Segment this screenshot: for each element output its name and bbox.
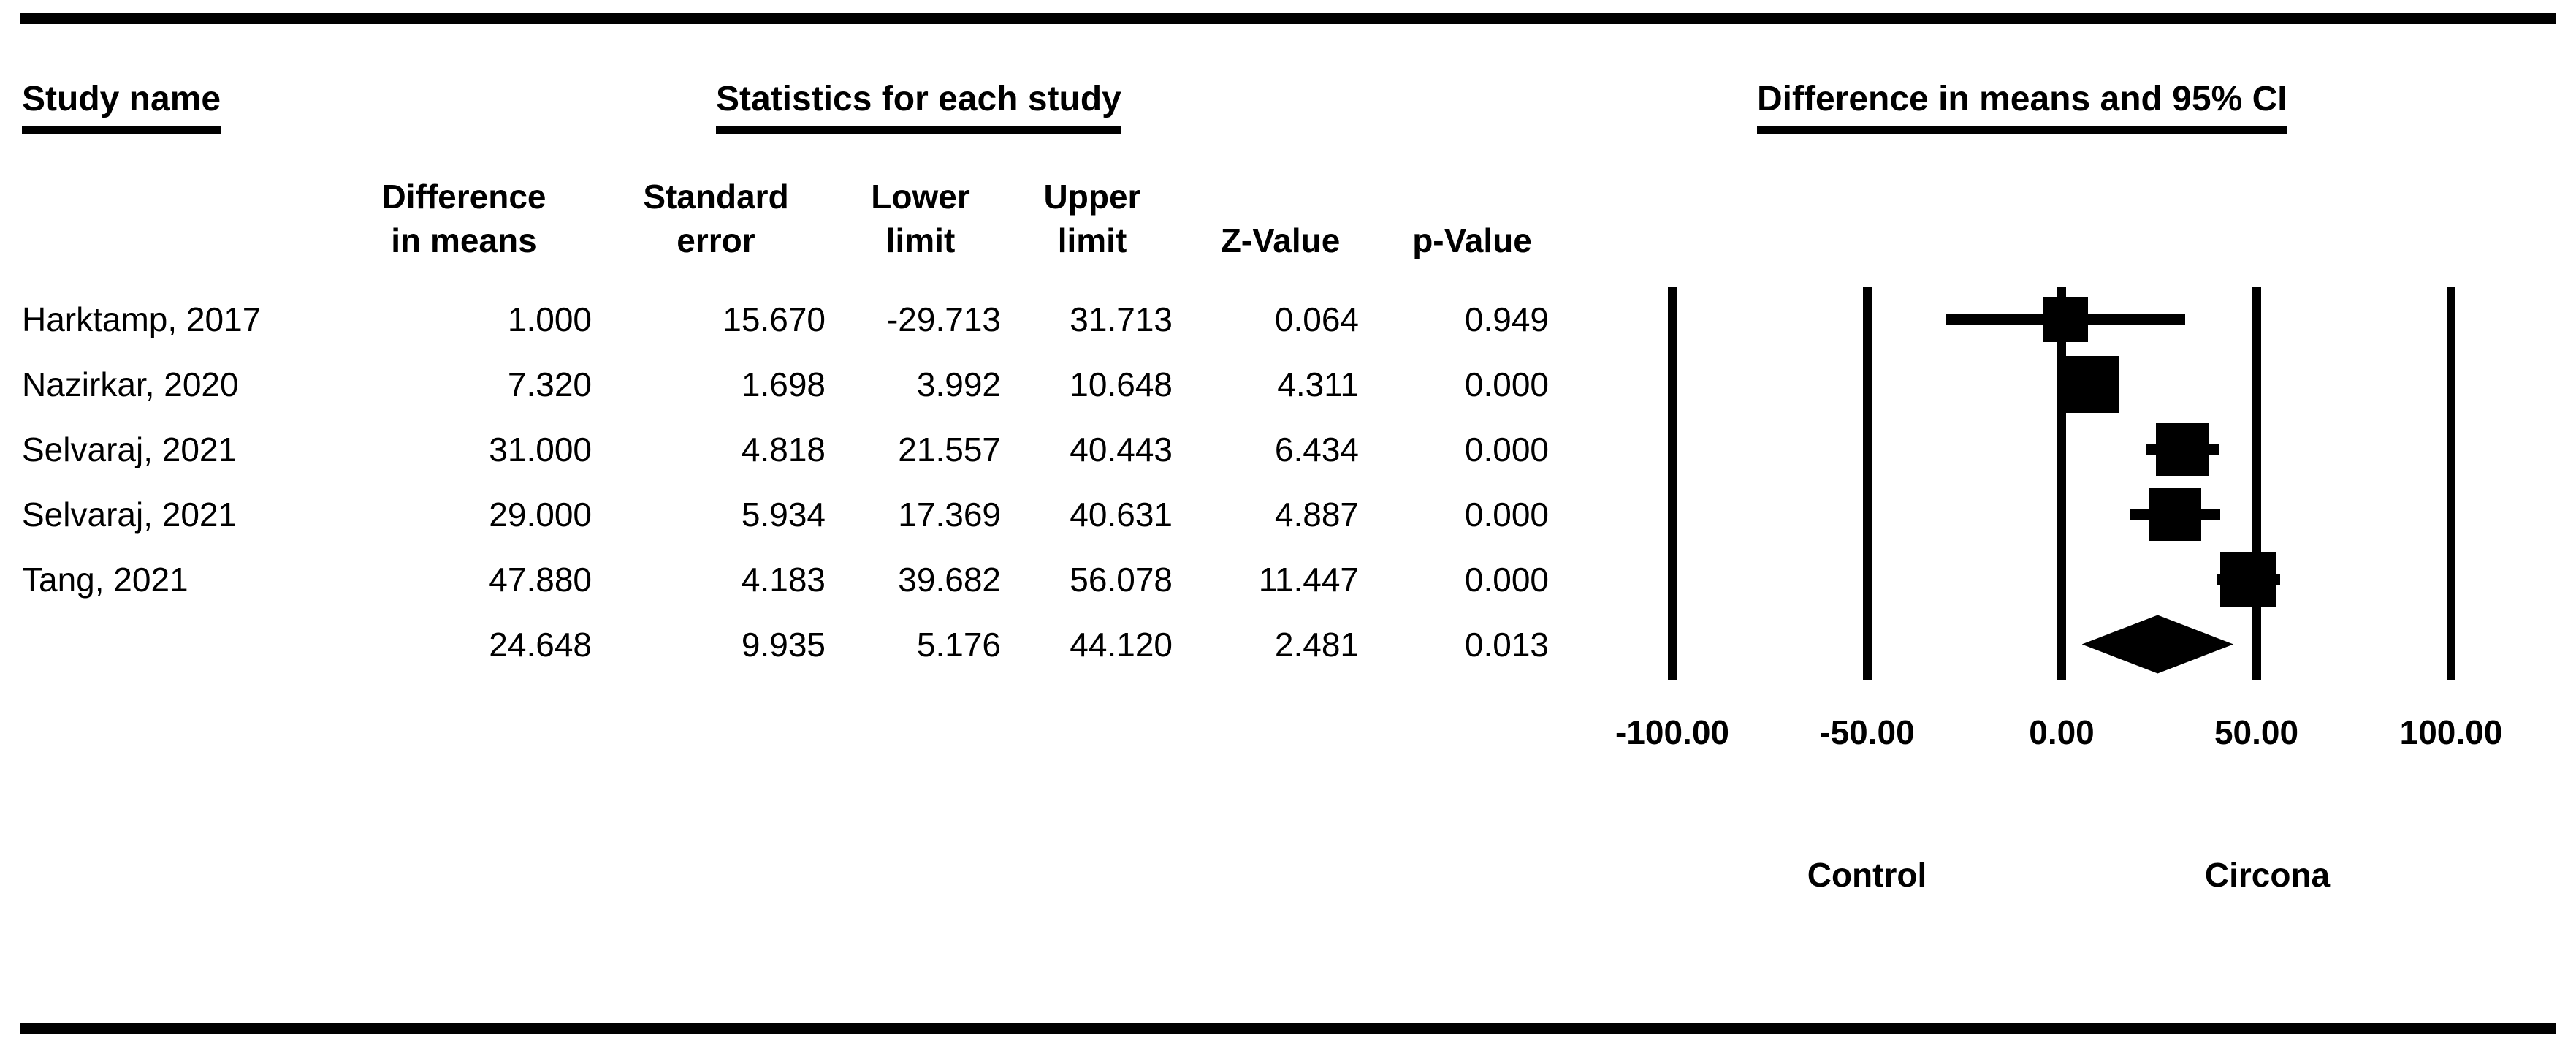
stat-value-cell: 47.880 <box>489 560 592 599</box>
column-header-lower-limit: Lower limit <box>840 165 1001 263</box>
stat-value-cell: 17.369 <box>898 495 1001 534</box>
stat-value-cell: 31.000 <box>489 430 592 468</box>
axis-gridline <box>2057 287 2066 680</box>
study-name-cell: Selvaraj, 2021 <box>22 430 237 468</box>
stat-value-cell: 0.064 <box>1274 300 1359 338</box>
column-header-difference-in-means: Difference in means <box>336 165 592 263</box>
stat-value-cell: 1.000 <box>507 300 592 338</box>
column-header-line: Upper <box>1043 178 1141 216</box>
table-row: Tang, 2021 47.880 4.183 39.682 56.078 11.447 0… <box>0 547 1607 612</box>
effect-size-square <box>2062 355 2119 413</box>
stat-value-cell: 5.934 <box>741 495 826 534</box>
stat-value-cell: 5.176 <box>916 625 1001 664</box>
stat-value-cell: 1.698 <box>741 365 826 403</box>
stat-value-cell: 40.631 <box>1070 495 1173 534</box>
statistics-group-header: Statistics for each study <box>716 80 1121 134</box>
stat-value-cell: 40.443 <box>1070 430 1173 468</box>
stat-value-cell: 0.000 <box>1464 560 1549 599</box>
effect-size-square <box>2043 296 2089 342</box>
stat-value-cell: 39.682 <box>898 560 1001 599</box>
table-row: Selvaraj, 2021 31.000 4.818 21.557 40.443 6.4… <box>0 417 1607 482</box>
effect-size-square <box>2156 422 2209 476</box>
table-row: Nazirkar, 2020 7.320 1.698 3.992 10.648 4.311… <box>0 352 1607 417</box>
axis-tick-label: -50.00 <box>1819 713 1915 751</box>
column-header-line: Standard <box>643 178 789 216</box>
stat-value-cell: 21.557 <box>898 430 1001 468</box>
stat-value-cell: 29.000 <box>489 495 592 534</box>
stat-value-cell: 56.078 <box>1070 560 1173 599</box>
study-name-cell <box>22 612 343 677</box>
column-header-line: Difference <box>381 178 546 216</box>
study-name-cell: Harktamp, 2017 <box>22 300 262 338</box>
column-header-line: in means <box>391 221 537 260</box>
stat-value-cell: 10.648 <box>1070 365 1173 403</box>
table-row: Harktamp, 2017 1.000 15.670 -29.713 31.713 0.… <box>0 287 1607 352</box>
stat-value-cell: 0.000 <box>1464 430 1549 468</box>
axis-gridline <box>2252 287 2261 680</box>
stat-value-cell: 4.887 <box>1274 495 1359 534</box>
bottom-rule <box>20 1023 2556 1034</box>
table-row: Selvaraj, 2021 29.000 5.934 17.369 40.631 4.8… <box>0 482 1607 547</box>
summary-row: 24.648 9.935 5.176 44.120 2.481 0.013 <box>0 612 1607 677</box>
axis-gridline <box>1862 287 1872 680</box>
stat-value-cell: 6.434 <box>1274 430 1359 468</box>
study-name-column-header: Study name <box>22 80 221 134</box>
stat-value-cell: 0.949 <box>1464 300 1549 338</box>
stat-value-cell: 31.713 <box>1070 300 1173 338</box>
column-header-line: Lower <box>871 178 970 216</box>
effect-size-square <box>2220 551 2276 607</box>
plot-group-header: Difference in means and 95% CI <box>1757 80 2287 134</box>
effect-size-square <box>2148 487 2201 541</box>
column-header-line: error <box>677 221 755 260</box>
study-name-cell: Selvaraj, 2021 <box>22 495 237 534</box>
stat-value-cell: 44.120 <box>1070 625 1173 664</box>
axis-tick-label: -100.00 <box>1615 713 1729 751</box>
column-header-line: p-Value <box>1412 221 1532 260</box>
study-name-cell: Tang, 2021 <box>22 560 188 599</box>
stat-value-cell: -29.713 <box>886 300 1001 338</box>
right-group-label: Circona <box>2204 856 2331 894</box>
axis-tick-label: 50.00 <box>2214 713 2299 751</box>
column-header-upper-limit: Upper limit <box>1012 165 1173 263</box>
column-header-standard-error: Standard error <box>606 165 826 263</box>
column-header-line: Z-Value <box>1220 221 1341 260</box>
axis-tick-label: 0.00 <box>2029 713 2095 751</box>
stat-value-cell: 7.320 <box>507 365 592 403</box>
stat-value-cell: 0.013 <box>1464 625 1549 664</box>
stat-value-cell: 4.818 <box>741 430 826 468</box>
axis-tick-label: 100.00 <box>2399 713 2503 751</box>
axis-gridline <box>2447 287 2455 680</box>
stat-value-cell: 0.000 <box>1464 365 1549 403</box>
stat-value-cell: 15.670 <box>723 300 826 338</box>
stat-value-cell: 11.447 <box>1258 560 1359 599</box>
left-group-label: Control <box>1807 856 1927 894</box>
study-name-cell: Nazirkar, 2020 <box>22 365 239 403</box>
stat-value-cell: 4.311 <box>1277 365 1359 403</box>
column-header-line: limit <box>1057 221 1127 260</box>
stat-value-cell: 4.183 <box>741 560 826 599</box>
column-header-p-value: p-Value <box>1381 165 1563 263</box>
column-header-line: limit <box>885 221 956 260</box>
pooled-diamond <box>2081 615 2234 674</box>
top-rule <box>20 13 2556 24</box>
stat-value-cell: 3.992 <box>916 365 1001 403</box>
stat-value-cell: 0.000 <box>1464 495 1549 534</box>
stat-value-cell: 2.481 <box>1274 625 1359 664</box>
column-header-z-value: Z-Value <box>1191 165 1370 263</box>
stat-value-cell: 9.935 <box>741 625 826 664</box>
stat-value-cell: 24.648 <box>489 625 592 664</box>
axis-gridline <box>1668 287 1677 680</box>
